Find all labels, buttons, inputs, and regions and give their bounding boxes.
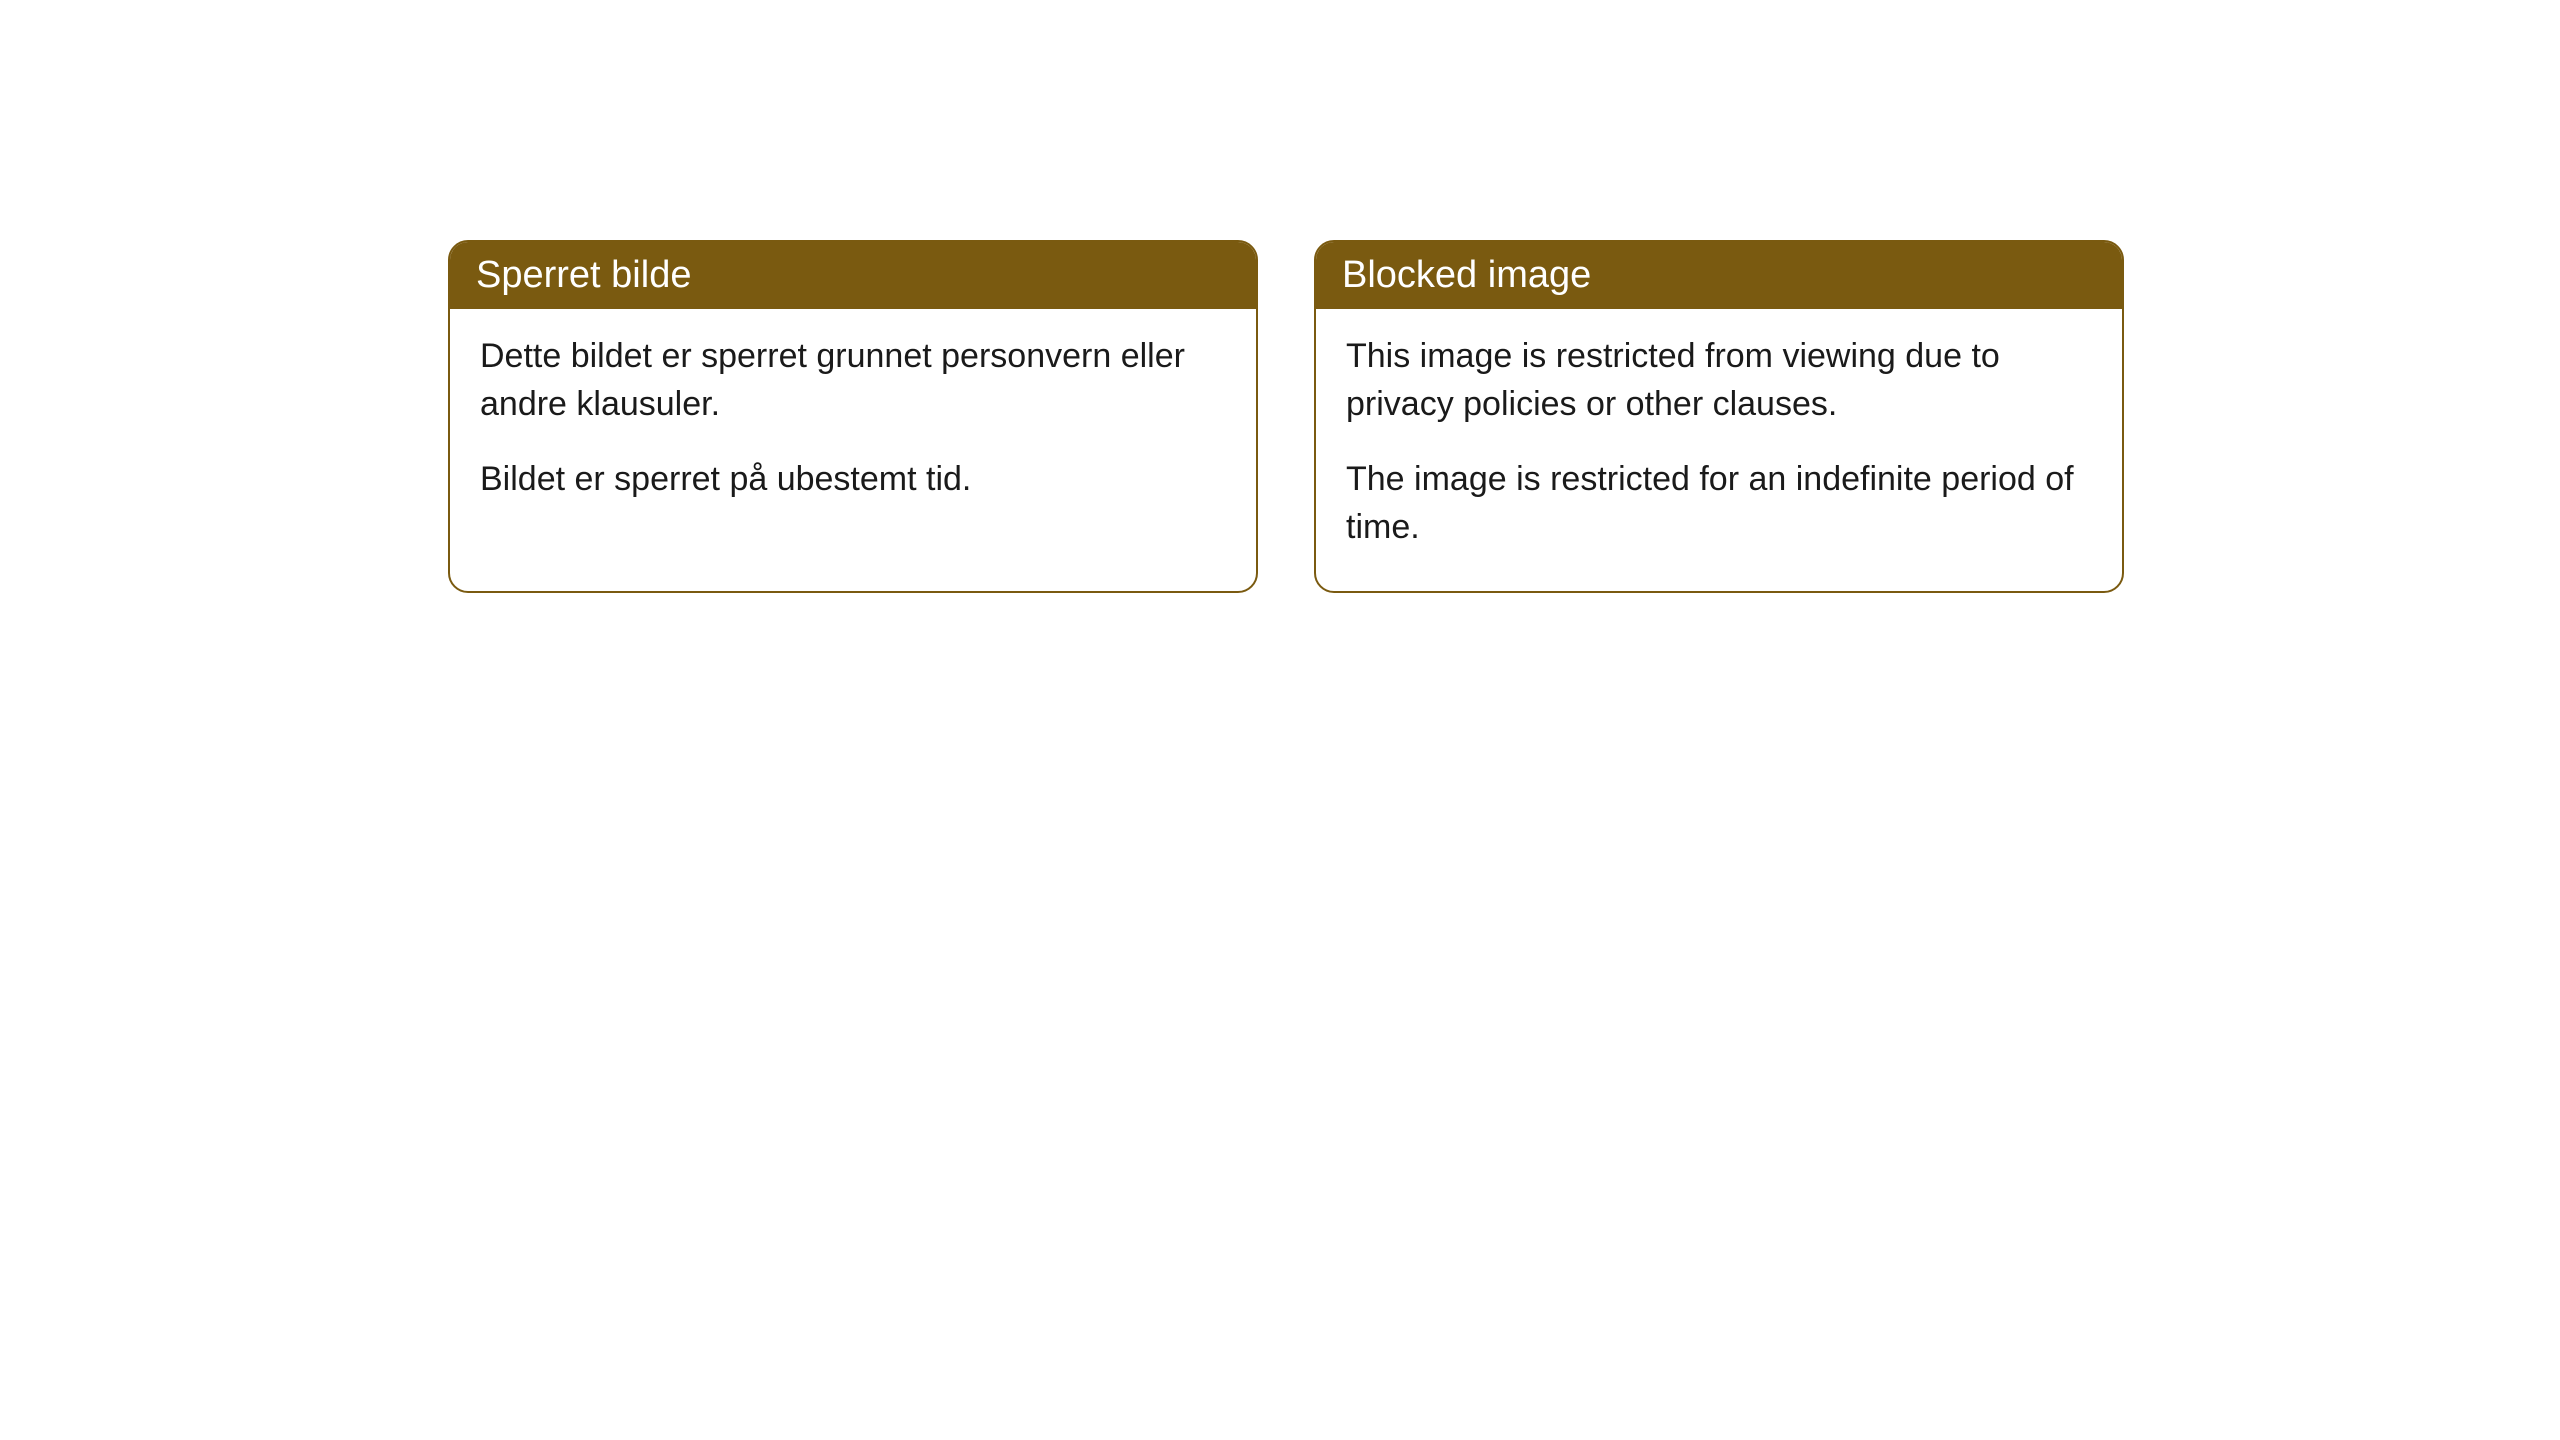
card-paragraph2-english: The image is restricted for an indefinit…: [1346, 456, 2092, 551]
card-title-english: Blocked image: [1342, 254, 1591, 296]
card-paragraph2-norwegian: Bildet er sperret på ubestemt tid.: [480, 456, 1226, 504]
card-body-norwegian: Dette bildet er sperret grunnet personve…: [450, 309, 1256, 544]
blocked-image-card-english: Blocked image This image is restricted f…: [1314, 240, 2124, 593]
card-header-norwegian: Sperret bilde: [450, 242, 1256, 309]
card-title-norwegian: Sperret bilde: [476, 254, 691, 296]
blocked-image-card-norwegian: Sperret bilde Dette bildet er sperret gr…: [448, 240, 1258, 593]
card-paragraph1-norwegian: Dette bildet er sperret grunnet personve…: [480, 333, 1226, 428]
card-body-english: This image is restricted from viewing du…: [1316, 309, 2122, 591]
card-paragraph1-english: This image is restricted from viewing du…: [1346, 333, 2092, 428]
cards-container: Sperret bilde Dette bildet er sperret gr…: [448, 240, 2124, 593]
card-header-english: Blocked image: [1316, 242, 2122, 309]
